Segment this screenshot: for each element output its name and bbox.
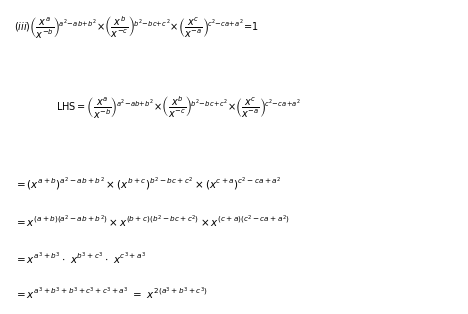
Text: $= x^{(a+b)(a^2-ab+b^2)} \times x^{(b+c)(b^2-bc+c^2)} \times x^{(c+a)(c^2-ca+a^2: $= x^{(a+b)(a^2-ab+b^2)} \times x^{(b+c)… [14,214,290,229]
Text: $= x^{a^3+b^3} \cdot\ x^{b^3+c^3} \cdot\ x^{c^3+a^3}$: $= x^{a^3+b^3} \cdot\ x^{b^3+c^3} \cdot\… [14,251,146,266]
Text: $= x^{a^3+b^3+b^3+c^3+c^3+a^3}\ =\ x^{2(a^3+b^3+c^3)}$: $= x^{a^3+b^3+b^3+c^3+c^3+a^3}\ =\ x^{2(… [14,286,208,301]
Text: $\mathrm{LHS} = \left(\dfrac{x^{a}}{x^{-b}}\right)^{\!a^2\!-\!ab\!+\!b^2} \!\tim: $\mathrm{LHS} = \left(\dfrac{x^{a}}{x^{-… [56,94,301,121]
Text: $= (x^{a+b})^{a^2-ab+b^2} \times (x^{b+c})^{b^2-bc+c^2} \times (x^{c+a})^{c^2-ca: $= (x^{a+b})^{a^2-ab+b^2} \times (x^{b+c… [14,176,281,192]
Text: $(iii)\left(\dfrac{x^{a}}{x^{-b}}\right)^{\!a^2\!-\!ab\!+\!b^2} \!\times\! \left: $(iii)\left(\dfrac{x^{a}}{x^{-b}}\right)… [14,14,259,41]
